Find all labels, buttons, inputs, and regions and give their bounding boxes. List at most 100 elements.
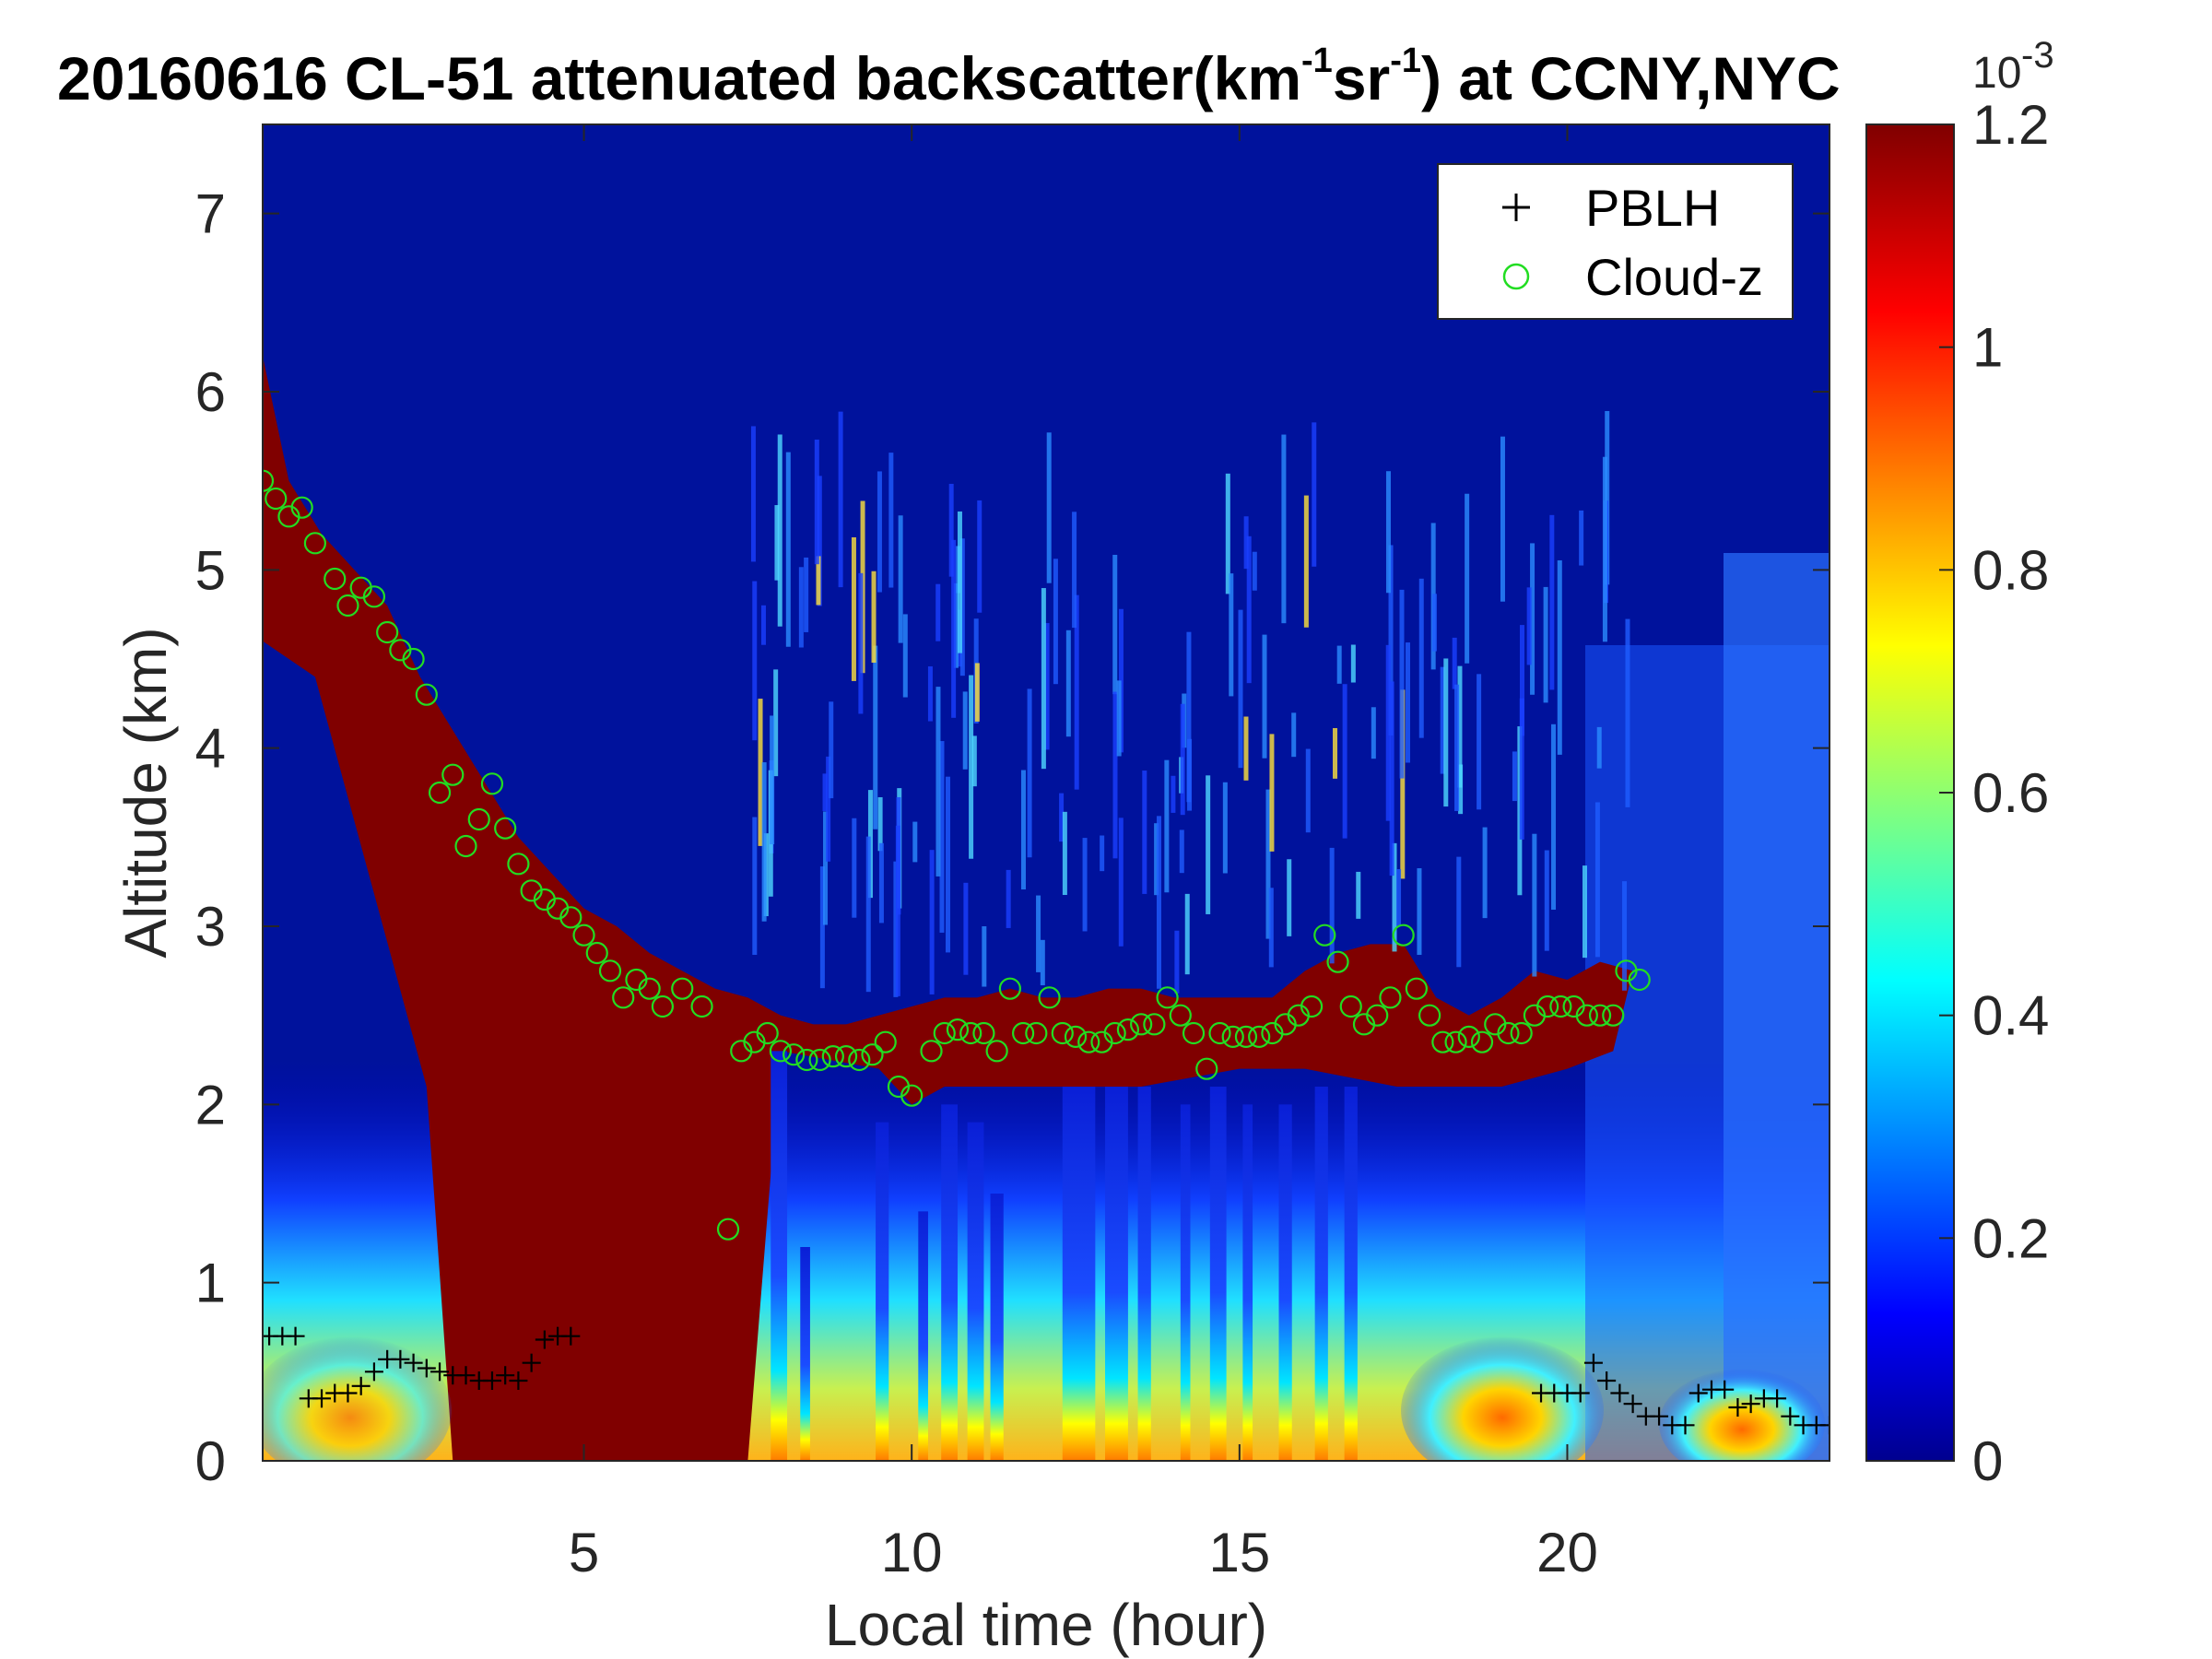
streak [1388, 545, 1394, 735]
streak [957, 511, 962, 653]
cloud-z-point [572, 924, 595, 947]
streak [896, 796, 901, 915]
streak [761, 762, 767, 922]
sub-cloud-column [1278, 1104, 1292, 1461]
streak [1602, 456, 1607, 642]
cloud-z-point [1025, 1021, 1048, 1045]
streak [951, 539, 957, 718]
streak [1385, 644, 1391, 821]
sub-cloud-column [1105, 1087, 1128, 1461]
streak [1519, 698, 1524, 840]
streak [814, 439, 819, 565]
cloud-z-point [1392, 924, 1415, 947]
cloud-z-point [1602, 1004, 1625, 1027]
streak [1281, 434, 1287, 624]
cloud-z-point [336, 594, 359, 618]
streak [953, 582, 959, 668]
streak [1062, 811, 1067, 896]
legend-label-cloud-z: Cloud-z [1585, 248, 1763, 306]
cloud-z-point [585, 941, 608, 965]
streak [1440, 666, 1445, 774]
streak [823, 811, 829, 925]
cloud-z-point [362, 585, 386, 608]
pblh-point [1820, 1416, 1830, 1435]
pblh-point [312, 1389, 332, 1408]
streak [878, 842, 884, 924]
streak [1544, 850, 1549, 951]
streak [1582, 865, 1587, 959]
streak [750, 426, 756, 562]
colorbar-exponent-power: -3 [2021, 35, 2054, 76]
streak [1329, 847, 1335, 964]
cloud-z-point [848, 1048, 871, 1072]
cloud-z-point [782, 1043, 806, 1066]
streak [851, 536, 856, 681]
streak [1579, 510, 1584, 566]
pblh-point [561, 1326, 581, 1346]
streak [1512, 751, 1517, 802]
streak [1399, 589, 1405, 779]
cloud-z-point [1221, 1025, 1244, 1048]
pblh-point [1597, 1371, 1617, 1390]
sub-cloud-column [1209, 1087, 1227, 1461]
streak [888, 453, 894, 588]
cloud-z-point [1444, 1030, 1467, 1053]
pblh-point [1583, 1353, 1603, 1372]
cloud-z-point [651, 994, 674, 1018]
x-axis: 5 10 15 20 [569, 124, 1598, 1583]
streak [838, 411, 843, 588]
cloud-z-point [1077, 1030, 1100, 1053]
streak [1530, 543, 1535, 695]
streak [804, 557, 809, 632]
streak [785, 452, 791, 647]
colorbar-tick-label: 0.6 [1972, 762, 2049, 824]
streak [1431, 594, 1437, 652]
streak [1006, 869, 1011, 928]
y-tick-label: 5 [195, 539, 226, 601]
streak [1154, 823, 1159, 896]
streak [1053, 559, 1058, 685]
y-tick-label: 7 [195, 183, 226, 245]
cloud-z-point [1497, 1021, 1520, 1045]
cloud-z-point [1103, 1021, 1126, 1045]
pblh-point [338, 1383, 358, 1403]
streak [1184, 893, 1190, 975]
streak [1082, 838, 1088, 932]
pblh-point [456, 1366, 476, 1385]
legend-marker-cloud-z [1502, 263, 1530, 290]
cloud-z-point [612, 986, 635, 1009]
streak [974, 663, 980, 722]
streak [912, 821, 918, 863]
cloud-z-point [598, 959, 622, 982]
streak [948, 483, 954, 577]
streak [935, 687, 941, 877]
streak [1312, 422, 1317, 567]
streak [1246, 535, 1252, 684]
streak [1142, 771, 1147, 894]
streak [1342, 684, 1347, 839]
upper-streaks [750, 410, 1630, 997]
streak [826, 756, 831, 862]
pblh-point [364, 1362, 383, 1382]
cloud-z-point [1418, 1004, 1441, 1027]
sub-cloud-column [1180, 1104, 1191, 1461]
streak [1036, 895, 1041, 972]
cloud-z-point [1326, 950, 1349, 973]
cloud-z-point [998, 977, 1021, 1000]
streak [1040, 939, 1045, 986]
streak [1118, 818, 1124, 947]
streak [1262, 634, 1267, 759]
cloud-z-point [808, 1048, 831, 1072]
streak [1333, 727, 1338, 779]
cloud-z-point [1130, 1013, 1153, 1036]
cloud-z-point [1431, 1030, 1454, 1053]
streak [877, 471, 882, 593]
streak [760, 605, 766, 645]
cloud-z-point [1234, 1025, 1258, 1048]
streak [1456, 856, 1462, 968]
y-tick-label: 3 [195, 896, 226, 958]
streak [1041, 588, 1046, 770]
streak [1625, 618, 1630, 807]
sub-cloud-column [876, 1122, 889, 1461]
streak [1532, 833, 1537, 977]
